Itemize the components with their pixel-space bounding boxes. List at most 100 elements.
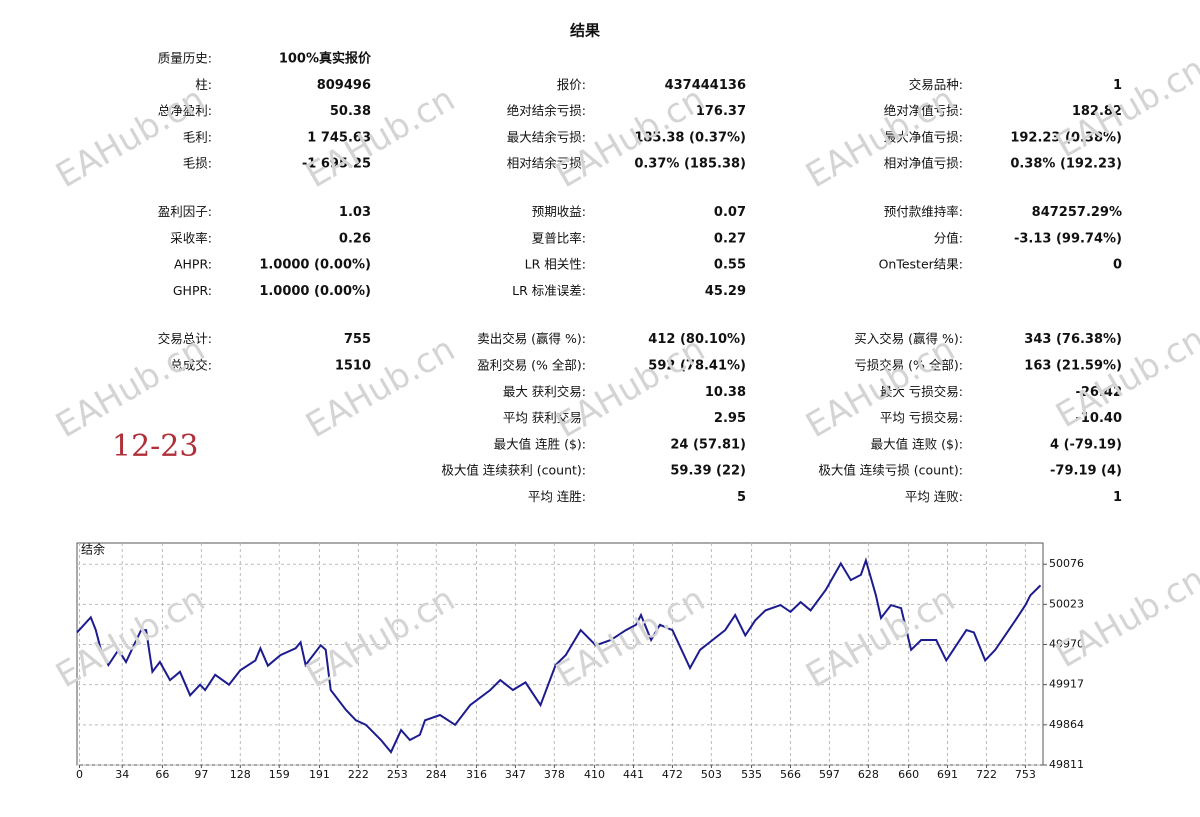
- x-tick-label: 316: [466, 768, 487, 781]
- x-tick-label: 128: [230, 768, 251, 781]
- field-value: 1 745.63: [307, 130, 371, 145]
- field-value: 755: [344, 332, 371, 347]
- field-value: 1.0000 (0.00%): [259, 284, 371, 299]
- y-tick-label: 49811: [1049, 758, 1084, 771]
- x-tick-label: 503: [701, 768, 722, 781]
- field-value: 1.03: [339, 205, 371, 220]
- field-value: 0.37% (185.38): [634, 157, 746, 172]
- y-tick-label: 49917: [1049, 678, 1084, 691]
- x-tick-label: 753: [1015, 768, 1036, 781]
- field-label: AHPR:: [174, 257, 212, 272]
- field-label: 盈利因子:: [158, 204, 212, 219]
- field-value: 163 (21.59%): [1024, 359, 1122, 374]
- field-value: 0: [1113, 258, 1122, 273]
- chart-title: 结余: [81, 542, 105, 557]
- x-tick-label: 347: [505, 768, 526, 781]
- field-value: 0.27: [714, 231, 746, 246]
- x-tick-label: 222: [348, 768, 369, 781]
- y-tick-label: 49864: [1049, 718, 1084, 731]
- field-value: 847257.29%: [1032, 205, 1122, 220]
- field-label: 相对结余亏损:: [507, 156, 586, 171]
- x-tick-label: 535: [741, 768, 762, 781]
- field-label: 极大值 连续获利 (count):: [441, 463, 586, 478]
- field-label: 最大净值亏损:: [884, 129, 963, 144]
- x-tick-label: 159: [269, 768, 290, 781]
- field-label: 毛利:: [183, 129, 212, 144]
- x-tick-label: 660: [898, 768, 919, 781]
- field-label: 买入交易 (赢得 %):: [854, 331, 963, 346]
- field-label: 交易品种:: [909, 77, 963, 92]
- field-label: 盈利交易 (% 全部):: [477, 358, 586, 373]
- field-label: 最大值 连胜 ($):: [494, 436, 586, 451]
- field-label: 平均 获利交易:: [503, 410, 586, 425]
- y-tick-label: 50076: [1049, 557, 1084, 570]
- field-value: 592 (78.41%): [648, 359, 746, 374]
- annotation: 12-23: [112, 429, 198, 464]
- field-label: 最大 获利交易:: [503, 384, 586, 399]
- plot-frame: [76, 542, 1044, 766]
- field-value: 182.82: [1072, 104, 1122, 119]
- field-value: -10.40: [1075, 411, 1122, 426]
- field-value: -79.19 (4): [1050, 464, 1122, 479]
- field-label: 毛损:: [183, 156, 212, 171]
- field-value: 4 (-79.19): [1050, 437, 1122, 452]
- field-label: 预期收益:: [532, 204, 586, 219]
- field-label: 最大 亏损交易:: [880, 384, 963, 399]
- field-value: 0.38% (192.23): [1010, 157, 1122, 172]
- field-value: 24 (57.81): [670, 437, 746, 452]
- field-value: 1: [1113, 490, 1122, 505]
- field-label: 平均 亏损交易:: [880, 410, 963, 425]
- x-tick-label: 34: [115, 768, 129, 781]
- field-label: 平均 连胜:: [528, 489, 586, 504]
- field-label: GHPR:: [173, 283, 212, 298]
- field-value: -3.13 (99.74%): [1014, 231, 1122, 246]
- field-label: 极大值 连续亏损 (count):: [818, 463, 963, 478]
- field-label: 绝对净值亏损:: [884, 103, 963, 118]
- x-tick-label: 191: [309, 768, 330, 781]
- field-label: 相对净值亏损:: [884, 156, 963, 171]
- field-label: 预付款维持率:: [884, 204, 963, 219]
- field-label: 分值:: [934, 230, 963, 245]
- field-value: 176.37: [696, 104, 746, 119]
- field-value: 192.23 (0.38%): [1010, 130, 1122, 145]
- field-label: 平均 连败:: [905, 489, 963, 504]
- field-value: 0.26: [339, 231, 371, 246]
- field-value: 809496: [317, 78, 371, 93]
- y-tick-label: 49970: [1049, 638, 1084, 651]
- x-tick-label: 284: [426, 768, 447, 781]
- field-label: 质量历史:: [158, 51, 212, 66]
- field-value: 1.0000 (0.00%): [259, 258, 371, 273]
- x-tick-label: 66: [155, 768, 169, 781]
- x-tick-label: 441: [623, 768, 644, 781]
- field-value: 10.38: [705, 385, 746, 400]
- field-value: 185.38 (0.37%): [634, 130, 746, 145]
- field-value: 1: [1113, 78, 1122, 93]
- field-value: 59.39 (22): [670, 464, 746, 479]
- field-label: OnTester结果:: [879, 257, 963, 272]
- x-tick-label: 378: [544, 768, 565, 781]
- field-label: 采收率:: [170, 230, 212, 245]
- x-tick-label: 691: [937, 768, 958, 781]
- field-label: 绝对结余亏损:: [507, 103, 586, 118]
- report-title: 结果: [570, 22, 601, 40]
- field-value: 1510: [335, 359, 371, 374]
- field-value: 5: [737, 490, 746, 505]
- x-tick-label: 566: [780, 768, 801, 781]
- field-value: 50.38: [330, 104, 371, 119]
- field-label: 交易总计:: [158, 331, 212, 346]
- x-tick-label: 253: [387, 768, 408, 781]
- field-value: 343 (76.38%): [1024, 332, 1122, 347]
- field-value: 100%真实报价: [279, 51, 372, 67]
- field-value: 0.55: [714, 258, 746, 273]
- field-value: -26.42: [1075, 385, 1122, 400]
- field-label: 报价:: [557, 77, 586, 92]
- x-tick-label: 597: [819, 768, 840, 781]
- field-value: 45.29: [705, 284, 746, 299]
- field-label: 卖出交易 (赢得 %):: [477, 331, 586, 346]
- field-label: 总成交:: [170, 358, 212, 373]
- field-label: 最大结余亏损:: [507, 129, 586, 144]
- field-value: -1 695.25: [302, 157, 371, 172]
- field-label: 柱:: [195, 77, 212, 92]
- x-tick-label: 97: [194, 768, 208, 781]
